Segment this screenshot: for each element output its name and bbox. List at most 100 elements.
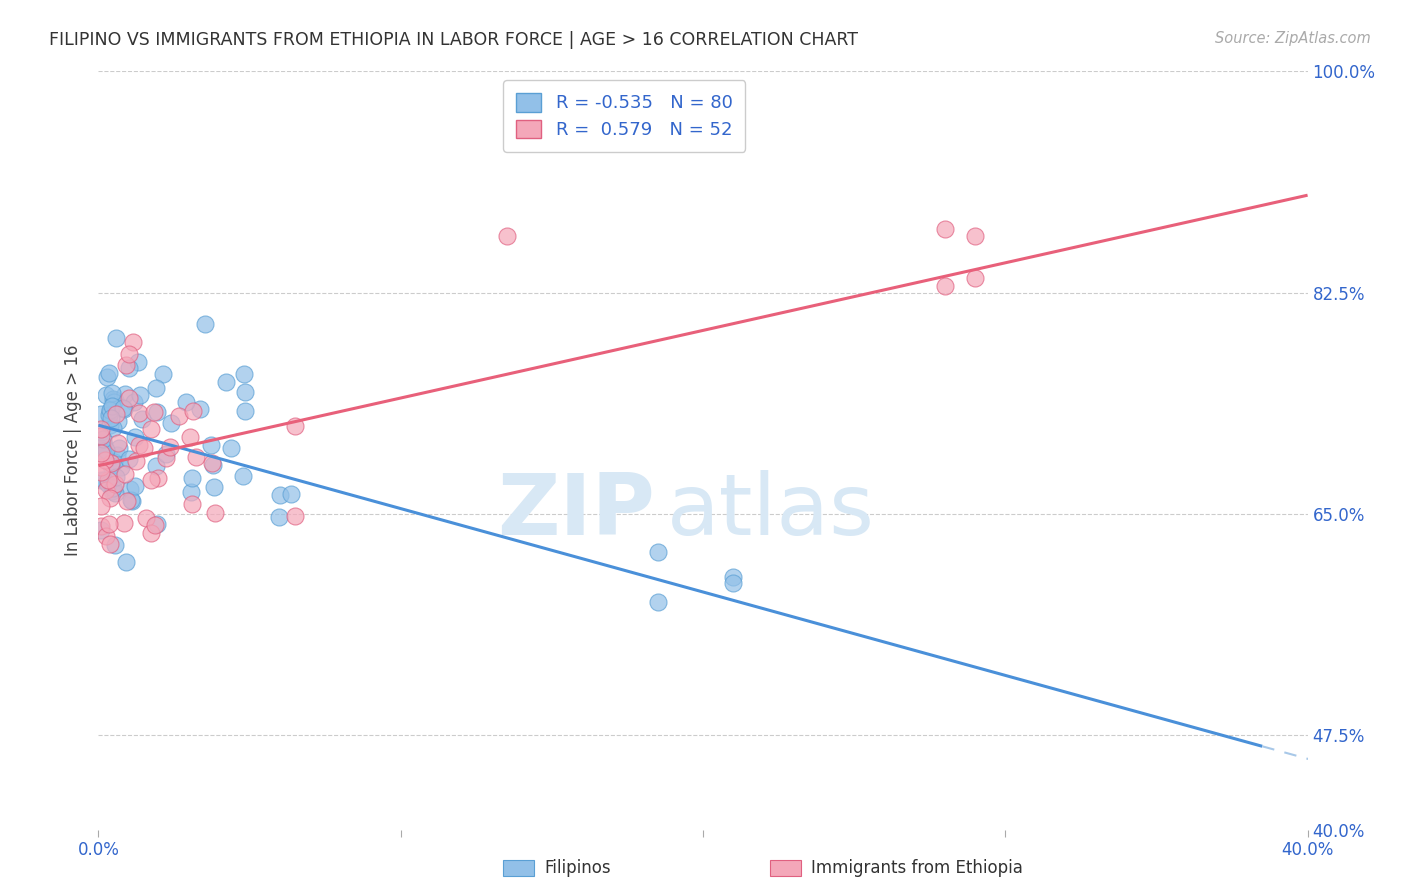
Point	[91, 432, 114, 446]
Point	[111, 401, 134, 416]
Point	[100, 385, 122, 400]
Point	[96, 477, 118, 491]
Point	[101, 484, 124, 499]
Point	[97, 517, 120, 532]
Point	[96, 442, 118, 457]
Point	[128, 388, 150, 402]
Point	[201, 458, 224, 473]
Point	[179, 430, 201, 444]
Point	[181, 471, 204, 485]
Point	[90, 422, 112, 436]
Point	[90, 446, 112, 460]
Point	[98, 404, 121, 418]
Point	[90, 460, 112, 475]
Point	[104, 392, 127, 407]
Point	[118, 482, 141, 496]
Point	[232, 469, 254, 483]
Point	[131, 412, 153, 426]
Point	[90, 465, 112, 479]
Point	[94, 452, 117, 467]
Point	[145, 459, 167, 474]
Point	[121, 494, 143, 508]
Point	[118, 391, 141, 405]
Point	[159, 440, 181, 454]
Point	[112, 516, 135, 530]
Y-axis label: In Labor Force | Age > 16: In Labor Force | Age > 16	[65, 344, 83, 557]
Point	[146, 471, 169, 485]
Point	[93, 438, 115, 452]
Point	[90, 425, 112, 439]
Point	[233, 404, 256, 418]
Point	[204, 506, 226, 520]
Point	[90, 500, 112, 514]
Point	[90, 473, 112, 487]
Point	[110, 459, 132, 474]
Point	[115, 555, 138, 569]
Point	[132, 442, 155, 456]
Point	[723, 576, 745, 591]
Point	[94, 446, 117, 460]
Point	[104, 476, 127, 491]
Point	[965, 271, 987, 285]
Point	[174, 394, 197, 409]
Point	[100, 411, 122, 425]
Point	[180, 497, 202, 511]
Point	[124, 479, 146, 493]
Point	[139, 473, 162, 487]
Point	[105, 407, 128, 421]
Point	[101, 399, 124, 413]
Point	[128, 438, 150, 452]
Point	[104, 538, 127, 552]
Point	[100, 537, 122, 551]
Point	[141, 525, 163, 540]
Point	[142, 405, 165, 419]
Point	[125, 454, 148, 468]
Point	[94, 388, 117, 402]
Point	[103, 455, 125, 469]
Point	[103, 395, 125, 409]
Point	[188, 401, 211, 416]
Point	[128, 406, 150, 420]
Point	[284, 418, 307, 433]
Text: atlas: atlas	[666, 469, 875, 553]
Point	[495, 228, 517, 243]
Point	[233, 385, 256, 400]
Point	[124, 430, 146, 444]
Point	[108, 441, 131, 455]
Point	[284, 509, 307, 524]
Point	[200, 438, 222, 452]
Point	[90, 519, 112, 533]
Point	[97, 473, 120, 487]
Point	[98, 418, 121, 433]
Point	[115, 358, 138, 372]
Point	[135, 511, 157, 525]
Point	[120, 492, 142, 507]
Point	[93, 473, 115, 487]
Point	[233, 367, 256, 381]
Point	[723, 570, 745, 584]
Text: Source: ZipAtlas.com: Source: ZipAtlas.com	[1215, 31, 1371, 46]
Point	[101, 481, 124, 495]
Point	[100, 456, 122, 470]
Point	[94, 483, 117, 497]
Text: ZIP: ZIP	[496, 469, 655, 553]
Point	[104, 486, 127, 500]
Point	[118, 361, 141, 376]
Legend: R = -0.535   N = 80, R =  0.579   N = 52: R = -0.535 N = 80, R = 0.579 N = 52	[503, 80, 745, 152]
Point	[934, 222, 956, 236]
Point	[219, 441, 242, 455]
Point	[181, 404, 204, 418]
Point	[97, 408, 120, 422]
Point	[114, 467, 136, 481]
Point	[934, 279, 956, 293]
Point	[180, 484, 202, 499]
Point	[101, 392, 124, 406]
Point	[647, 544, 669, 558]
Point	[112, 402, 135, 417]
Point	[98, 403, 121, 417]
Point	[194, 318, 217, 332]
Point	[186, 450, 208, 465]
Point	[103, 420, 125, 434]
Point	[90, 443, 112, 458]
Point	[98, 491, 121, 506]
